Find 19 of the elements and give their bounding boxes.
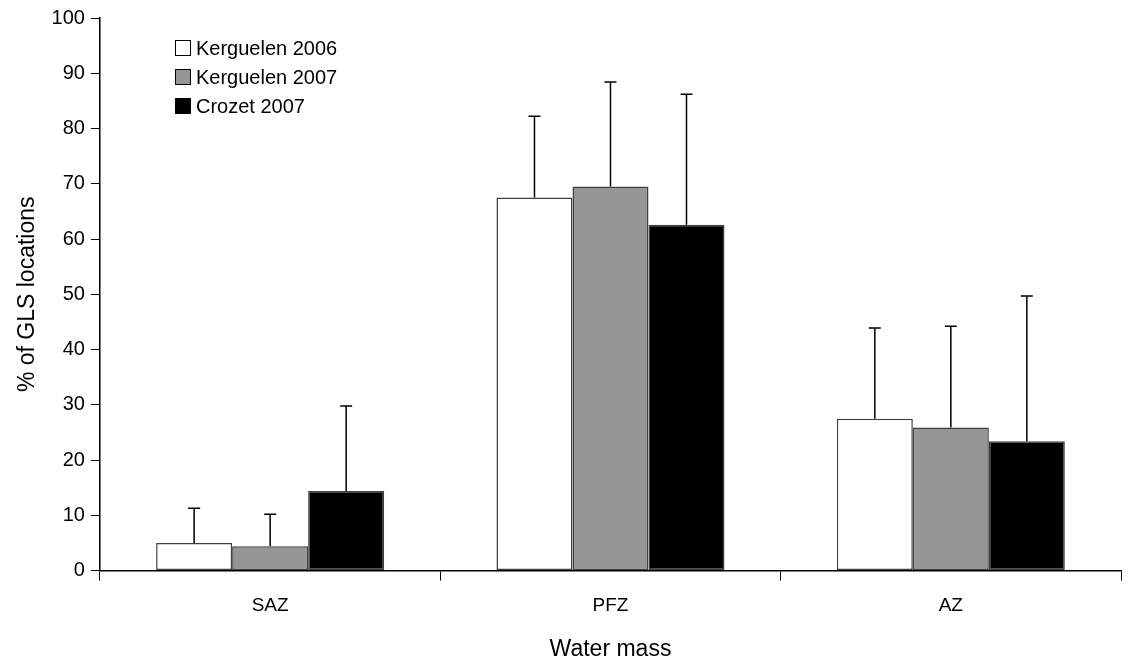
y-tick-label: 20 — [62, 447, 85, 470]
y-axis-title: % of GLS locations — [13, 196, 40, 393]
y-tick-label: 50 — [62, 281, 85, 304]
y-tick-label: 40 — [62, 337, 85, 360]
x-tick-label: SAZ — [251, 594, 290, 616]
legend-label: Kerguelen 2007 — [195, 65, 338, 88]
legend-label: Crozet 2007 — [195, 94, 305, 117]
y-tick-label: 80 — [62, 116, 85, 139]
y-tick-label: 10 — [62, 502, 85, 525]
legend-label: Kerguelen 2006 — [195, 36, 338, 59]
x-tick-label: PFZ — [592, 594, 629, 616]
y-tick-label: 100 — [51, 5, 85, 28]
y-tick-label: 60 — [62, 226, 85, 249]
y-tick-label: 0 — [73, 558, 85, 581]
x-tick-label: AZ — [938, 594, 964, 616]
y-tick-label: 30 — [62, 392, 85, 415]
y-tick-label: 90 — [62, 60, 85, 83]
x-axis-title: Water mass — [549, 634, 672, 661]
y-tick-label: 70 — [62, 171, 85, 194]
